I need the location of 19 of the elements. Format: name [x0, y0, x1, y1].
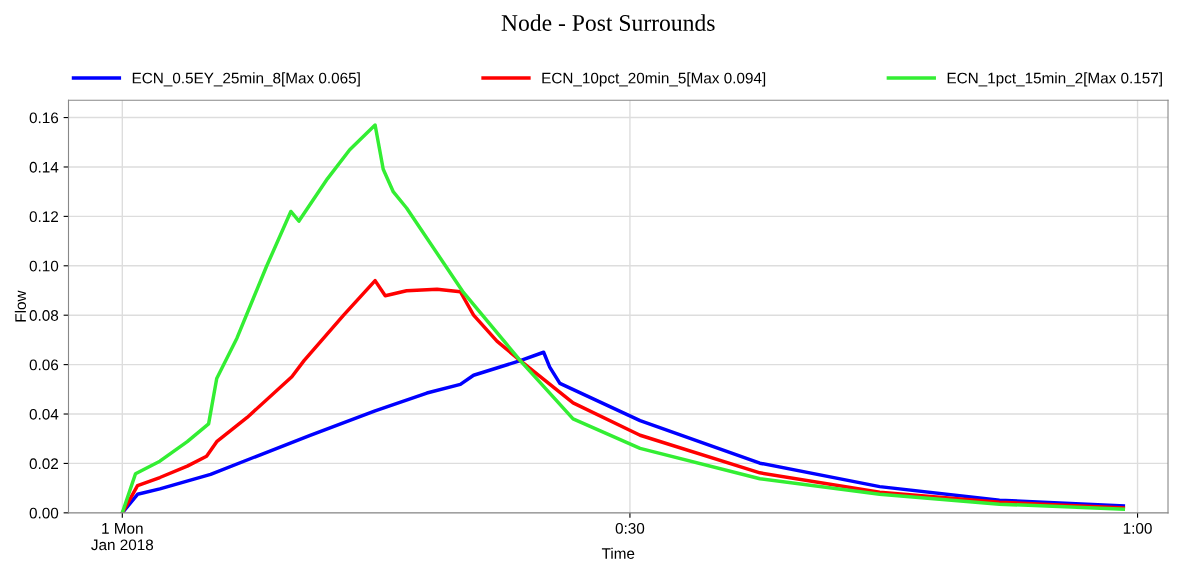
x-tick-label: 0:30	[615, 522, 645, 534]
y-tick-label: 0.02	[29, 458, 59, 470]
legend-label: ECN_0.5EY_25min_8[Max 0.065]	[132, 72, 360, 87]
y-tick-label: 0.04	[29, 408, 59, 420]
y-tick-label: 0.08	[29, 310, 59, 321]
chart-title: Node - Post Surrounds	[501, 14, 715, 31]
y-tick-label: 0.00	[29, 507, 59, 519]
y-tick-label: 0.16	[29, 112, 59, 124]
line-series	[120, 123, 1126, 513]
y-tick-label: 0.14	[29, 161, 59, 173]
x-tick-label: 1:00	[1123, 522, 1152, 534]
legend-label: ECN_10pct_20min_5[Max 0.094]	[542, 72, 766, 87]
y-tick-label: 0.06	[29, 359, 59, 371]
x-tick-label: 1 Mon Jan 2018	[91, 523, 154, 551]
x-axis-title: Time	[601, 547, 635, 559]
y-axis-title: Flow	[14, 290, 27, 322]
y-tick-label: 0.10	[29, 260, 59, 272]
legend-label: ECN_1pct_15min_2[Max 0.157]	[947, 72, 1162, 87]
y-tick-label: 0.12	[29, 211, 59, 223]
